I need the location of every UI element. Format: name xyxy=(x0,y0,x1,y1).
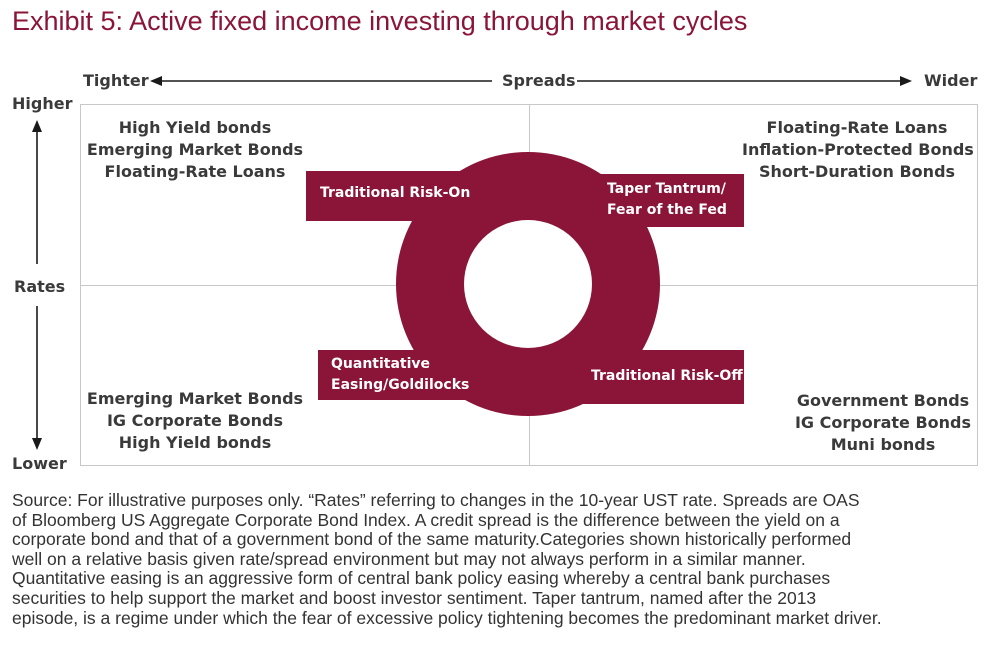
quadrant-item: Emerging Market Bonds xyxy=(86,389,304,408)
quadrant-item: Floating-Rate Loans xyxy=(766,118,948,137)
exhibit-title: Exhibit 5: Active fixed income investing… xyxy=(12,6,748,36)
quadrant-bottom-left: Emerging Market Bonds IG Corporate Bonds… xyxy=(84,388,306,454)
quadrant-item: Emerging Market Bonds xyxy=(86,140,304,159)
quadrant-item: Short-Duration Bonds xyxy=(758,162,956,181)
quadrant-item: Inflation-Protected Bonds xyxy=(742,140,974,159)
x-axis-arrows xyxy=(150,76,912,86)
y-axis-top-label: Higher xyxy=(12,94,73,113)
source-note: Source: For illustrative purposes only. … xyxy=(12,490,882,628)
arrow-down-icon xyxy=(32,438,42,450)
arrow-right-icon xyxy=(900,76,912,86)
cycle-label-risk-on: Traditional Risk-On xyxy=(306,171,480,221)
y-axis-arrows xyxy=(32,120,42,450)
quadrant-item: High Yield bonds xyxy=(118,433,272,452)
x-axis-right-label: Wider xyxy=(924,71,978,90)
quadrant-item: IG Corporate Bonds xyxy=(106,411,284,430)
quadrant-item: High Yield bonds xyxy=(118,118,272,137)
quadrant-bottom-right: Government Bonds IG Corporate Bonds Muni… xyxy=(790,390,976,456)
cycle-label-taper-tantrum: Taper Tantrum/ Fear of the Fed xyxy=(594,174,744,227)
y-axis-center-label: Rates xyxy=(14,277,66,296)
cycle-label-risk-off: Traditional Risk-Off xyxy=(576,350,744,404)
quadrant-item: Government Bonds xyxy=(796,391,970,410)
x-axis-center-label: Spreads xyxy=(502,71,576,90)
quadrant-item: Floating-Rate Loans xyxy=(104,162,286,181)
arrow-up-icon xyxy=(32,120,42,132)
quadrant-top-right: Floating-Rate Loans Inflation-Protected … xyxy=(742,117,974,183)
quadrant-item: Muni bonds xyxy=(830,435,936,454)
y-axis-bottom-label: Lower xyxy=(12,454,67,473)
cycle-ring-center xyxy=(464,220,592,348)
cycle-label-quantitative-easing: Quantitative Easing/Goldilocks xyxy=(318,350,484,400)
quadrant-item: IG Corporate Bonds xyxy=(794,413,972,432)
arrow-left-icon xyxy=(150,76,162,86)
x-axis-left-label: Tighter xyxy=(83,71,149,90)
quadrant-top-left: High Yield bonds Emerging Market Bonds F… xyxy=(84,117,306,183)
